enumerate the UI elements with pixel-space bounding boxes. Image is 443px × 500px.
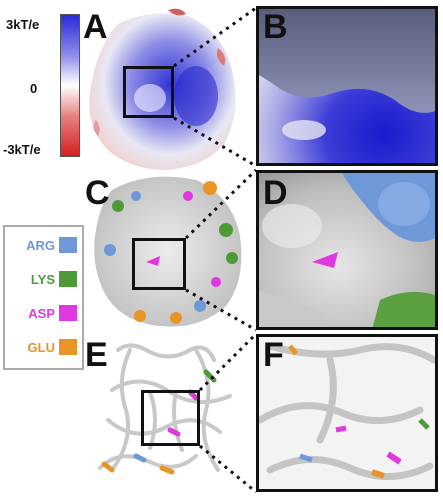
legend-label-arg: ARG	[15, 238, 55, 253]
legend-row-lys: LYS	[11, 269, 83, 291]
legend-swatch-asp	[59, 305, 77, 321]
scale-bottom-label: -3kT/e	[3, 143, 41, 156]
legend-label-glu: GLU	[15, 340, 55, 355]
legend-label-asp: ASP	[15, 306, 55, 321]
panel-label-e: E	[85, 338, 108, 372]
legend-label-lys: LYS	[15, 272, 55, 287]
legend-row-glu: GLU	[11, 337, 83, 359]
zoom-box-e	[141, 390, 200, 446]
legend-row-arg: ARG	[11, 235, 83, 257]
panel-label-d: D	[263, 176, 288, 210]
panel-label-c: C	[85, 176, 110, 210]
scale-mid-label: 0	[30, 82, 37, 95]
scale-top-label: 3kT/e	[6, 18, 39, 31]
panel-label-a: A	[83, 10, 108, 44]
zoom-box-c	[132, 238, 186, 290]
legend-row-asp: ASP	[11, 303, 83, 325]
legend-swatch-glu	[59, 339, 77, 355]
panel-label-f: F	[263, 338, 284, 372]
legend-swatch-arg	[59, 237, 77, 253]
electrostatic-colorbar	[60, 14, 80, 157]
legend-swatch-lys	[59, 271, 77, 287]
zoom-box-a	[123, 66, 174, 118]
residue-legend: ARG LYS ASP GLU	[3, 225, 84, 370]
panel-label-b: B	[263, 10, 288, 44]
